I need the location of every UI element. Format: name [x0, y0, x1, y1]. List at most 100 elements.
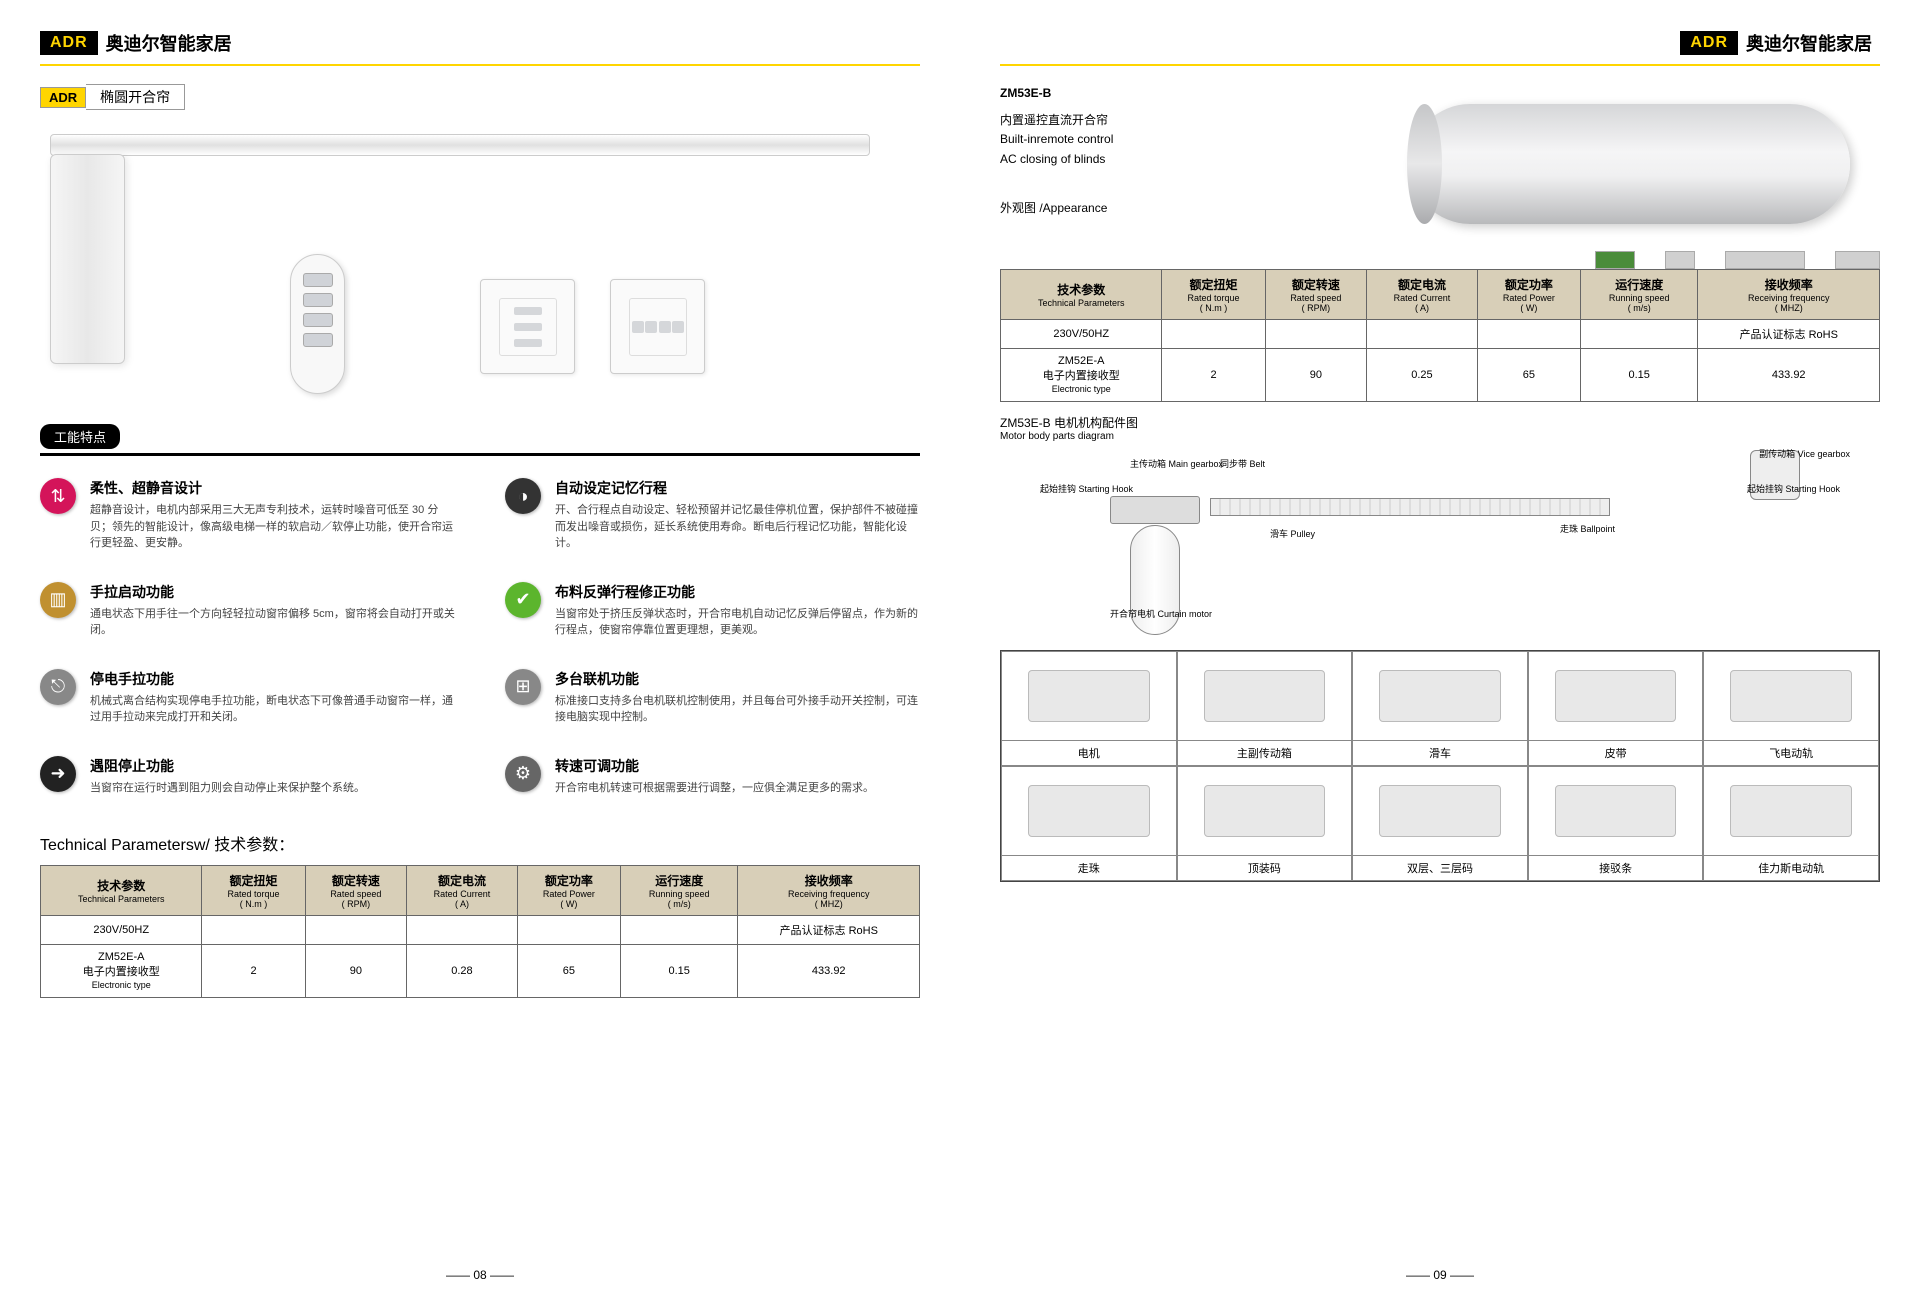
feature-desc: 机械式离合结构实现停电手拉功能，断电状态下可像普通手动窗帘一样，通过用手拉动来完… [90, 693, 455, 726]
part-label: 双层、三层码 [1353, 855, 1527, 880]
feature-icon: ▥ [40, 582, 76, 618]
sub-adr: ADR [40, 87, 86, 108]
feature-title: 手拉启动功能 [90, 582, 455, 602]
tech-header-row: 技术参数Technical Parameters额定扭矩Rated torque… [41, 866, 920, 916]
part-cell: 佳力斯电动轨 [1703, 766, 1879, 881]
part-image [1353, 767, 1527, 855]
feature-icon: ⎋ [40, 669, 76, 705]
part-label: 接驳条 [1529, 855, 1703, 880]
feature-item: ⇅ 柔性、超静音设计 超静音设计，电机内部采用三大无声专利技术，运转时噪音可低至… [40, 478, 455, 552]
features-heading: 工能特点 [40, 424, 120, 449]
brand-badge: ADR [40, 31, 98, 55]
brand-badge-r: ADR [1680, 31, 1738, 55]
tech-table-left: 技术参数Technical Parameters额定扭矩Rated torque… [40, 865, 920, 998]
motor-unit [50, 154, 125, 364]
part-image [1353, 652, 1527, 740]
part-image [1178, 767, 1352, 855]
feature-title: 自动设定记忆行程 [555, 478, 920, 498]
part-label: 电机 [1002, 740, 1176, 765]
feature-icon: ◑ [505, 478, 541, 514]
part-cell: 主副传动箱 [1177, 651, 1353, 766]
tech-row-1: 230V/50HZ 产品认证标志 RoHS [41, 916, 920, 945]
parts-grid: 电机 主副传动箱 滑车 皮带 飞电动轨 走珠 顶装码 双层、三层码 接驳条 佳力… [1000, 650, 1880, 882]
part-image [1178, 652, 1352, 740]
remote-control [290, 254, 345, 394]
feature-title: 停电手拉功能 [90, 669, 455, 689]
wall-switch-2 [610, 279, 705, 374]
part-image [1529, 767, 1703, 855]
feature-item: ⎋ 停电手拉功能 机械式离合结构实现停电手拉功能，断电状态下可像普通手动窗帘一样… [40, 669, 455, 726]
feature-icon: ⇅ [40, 478, 76, 514]
part-image [1704, 652, 1878, 740]
part-cell: 皮带 [1528, 651, 1704, 766]
feature-icon: ⊞ [505, 669, 541, 705]
brand-name: 奥迪尔智能家居 [106, 30, 232, 56]
feature-item: ◑ 自动设定记忆行程 开、合行程点自动设定、轻松预留并记忆最佳停机位置，保护部件… [505, 478, 920, 552]
divider-black [40, 453, 920, 456]
wall-switch-1 [480, 279, 575, 374]
parts-diagram: 主传动箱 Main gearbox 同步带 Belt 滑车 Pulley 走珠 … [1000, 450, 1880, 640]
part-label: 飞电动轨 [1704, 740, 1878, 765]
right-top-section: ZM53E-B 内置遥控直流开合帘 Built-inremote control… [1000, 84, 1880, 254]
feature-title: 布料反弹行程修正功能 [555, 582, 920, 602]
feature-item: ▥ 手拉启动功能 通电状态下用手往一个方向轻轻拉动窗帘偏移 5cm，窗帘将会自动… [40, 582, 455, 639]
part-label: 滑车 [1353, 740, 1527, 765]
model-labels: ZM53E-B 内置遥控直流开合帘 Built-inremote control… [1000, 84, 1180, 254]
divider-yellow-r [1000, 64, 1880, 66]
part-label: 顶装码 [1178, 855, 1352, 880]
feature-title: 转速可调功能 [555, 756, 920, 776]
feature-desc: 超静音设计，电机内部采用三大无声专利技术，运转时噪音可低至 30 分贝；领先的智… [90, 502, 455, 552]
feature-desc: 通电状态下用手往一个方向轻轻拉动窗帘偏移 5cm，窗帘将会自动打开或关闭。 [90, 606, 455, 639]
feature-item: ✔ 布料反弹行程修正功能 当窗帘处于挤压反弹状态时，开合帘电机自动记忆反弹后停留… [505, 582, 920, 639]
feature-desc: 标准接口支持多台电机联机控制使用，并且每台可外接手动开关控制，可连接电脑实现中控… [555, 693, 920, 726]
part-image [1704, 767, 1878, 855]
divider-yellow [40, 64, 920, 66]
diag-gearbox [1110, 496, 1200, 524]
features-grid: ⇅ 柔性、超静音设计 超静音设计，电机内部采用三大无声专利技术，运转时噪音可低至… [40, 478, 920, 796]
part-cell: 顶装码 [1177, 766, 1353, 881]
page-number-left: —— 08 —— [446, 1268, 514, 1282]
feature-item: ⚙ 转速可调功能 开合帘电机转速可根据需要进行调整，一应俱全满足更多的需求。 [505, 756, 920, 797]
page-number-right: —— 09 —— [1406, 1268, 1474, 1282]
subtitle-badge: ADR 椭圆开合帘 [40, 84, 185, 110]
diagram-title: ZM53E-B 电机机构配件图 Motor body parts diagram [1000, 414, 1880, 442]
part-cell: 走珠 [1001, 766, 1177, 881]
tech-row-2: ZM52E-A电子内置接收型Electronic type 2900.28 65… [41, 945, 920, 998]
feature-desc: 当窗帘在运行时遇到阻力则会自动停止来保护整个系统。 [90, 780, 455, 797]
feature-icon: ➜ [40, 756, 76, 792]
feature-desc: 开合帘电机转速可根据需要进行调整，一应俱全满足更多的需求。 [555, 780, 920, 797]
page-left: ADR 奥迪尔智能家居 ADR 椭圆开合帘 工能特点 ⇅ 柔性、超静音设计 超静… [0, 0, 960, 1302]
product-illustration [40, 124, 920, 394]
tech-row-1-r: 230V/50HZ 产品认证标志 RoHS [1001, 320, 1880, 349]
tech-row-2-r: ZM52E-A电子内置接收型Electronic type 2900.25 65… [1001, 349, 1880, 402]
header-left: ADR 奥迪尔智能家居 [40, 30, 920, 56]
part-label: 走珠 [1002, 855, 1176, 880]
part-cell: 电机 [1001, 651, 1177, 766]
part-image [1529, 652, 1703, 740]
part-image [1002, 767, 1176, 855]
feature-icon: ⚙ [505, 756, 541, 792]
feature-item: ➜ 遇阻停止功能 当窗帘在运行时遇到阻力则会自动停止来保护整个系统。 [40, 756, 455, 797]
feature-title: 多台联机功能 [555, 669, 920, 689]
tech-header-row-r: 技术参数Technical Parameters额定扭矩Rated torque… [1001, 270, 1880, 320]
feature-desc: 开、合行程点自动设定、轻松预留并记忆最佳停机位置，保护部件不被碰撞而发出噪音或损… [555, 502, 920, 552]
part-label: 皮带 [1529, 740, 1703, 765]
motor-appearance [1210, 84, 1880, 254]
page-right: ADR 奥迪尔智能家居 ZM53E-B 内置遥控直流开合帘 Built-inre… [960, 0, 1920, 1302]
curtain-track [50, 134, 870, 156]
motor-cylinder [1410, 104, 1850, 224]
part-label: 主副传动箱 [1178, 740, 1352, 765]
part-cell: 滑车 [1352, 651, 1528, 766]
feature-title: 柔性、超静音设计 [90, 478, 455, 498]
brand-name-r: 奥迪尔智能家居 [1746, 30, 1872, 56]
header-right: ADR 奥迪尔智能家居 [1000, 30, 1880, 56]
tech-table-right: 技术参数Technical Parameters额定扭矩Rated torque… [1000, 269, 1880, 402]
feature-desc: 当窗帘处于挤压反弹状态时，开合帘电机自动记忆反弹后停留点，作为新的行程点，使窗帘… [555, 606, 920, 639]
part-label: 佳力斯电动轨 [1704, 855, 1878, 880]
sub-title: 椭圆开合帘 [86, 84, 185, 110]
part-image [1002, 652, 1176, 740]
part-cell: 接驳条 [1528, 766, 1704, 881]
feature-title: 遇阻停止功能 [90, 756, 455, 776]
feature-icon: ✔ [505, 582, 541, 618]
tech-params-label: Technical Parametersw/ 技术参数： [40, 831, 920, 855]
